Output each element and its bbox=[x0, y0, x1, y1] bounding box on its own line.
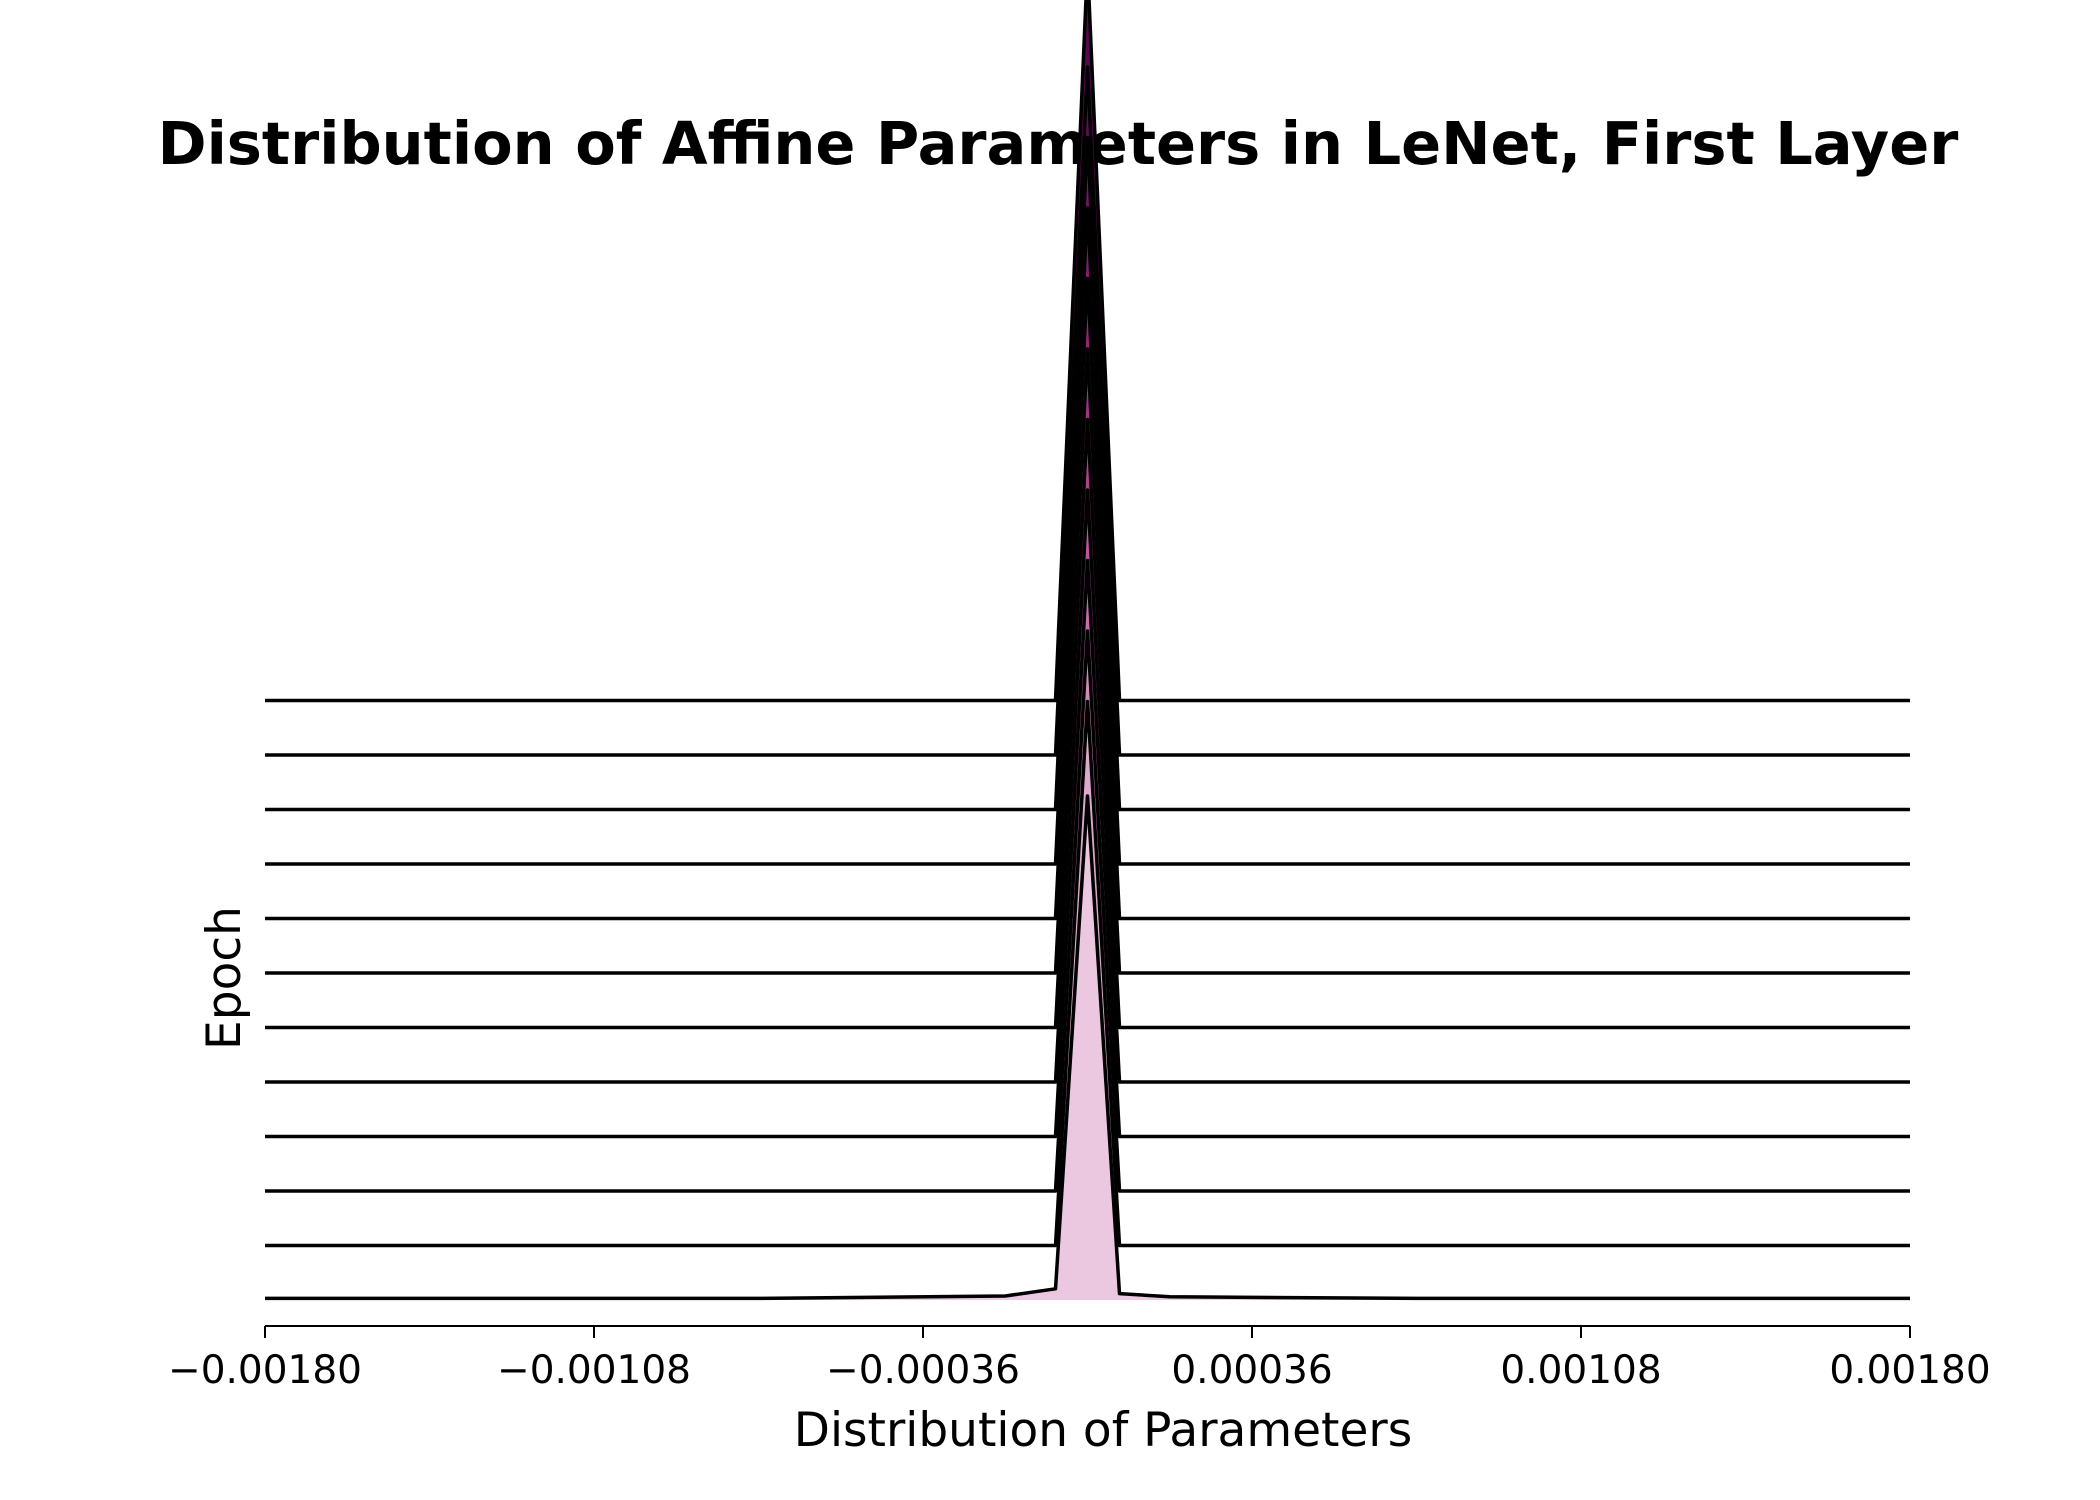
x-tick-label-4: 0.00036 bbox=[1171, 1348, 1332, 1393]
ridge-line-3 bbox=[265, 629, 1910, 1193]
x-axis: −0.00180 −0.00108 −0.00036 0.00036 0.00108 0.… bbox=[168, 1325, 1991, 1393]
ridge-line-7 bbox=[265, 347, 1910, 975]
ridge-line-5 bbox=[265, 488, 1910, 1084]
ridge-line-8 bbox=[265, 276, 1910, 921]
chart-title: Distribution of Affine Parameters in LeN… bbox=[158, 109, 1959, 178]
ridge-line-11 bbox=[265, 65, 1910, 757]
ridges-group bbox=[265, 0, 1910, 1301]
y-axis-label: Epoch bbox=[197, 906, 252, 1050]
ridge-line-9 bbox=[265, 206, 1910, 866]
x-tick-label-6: 0.00180 bbox=[1829, 1348, 1990, 1393]
ridge-line-2 bbox=[265, 699, 1910, 1248]
ridge-line-10 bbox=[265, 135, 1910, 812]
x-tick-label-2: −0.00108 bbox=[497, 1348, 691, 1393]
ridge-line-12 bbox=[265, 0, 1910, 703]
x-tick-label-5: 0.00108 bbox=[1500, 1348, 1661, 1393]
x-tick-label-3: −0.00036 bbox=[826, 1348, 1020, 1393]
ridge-area-1 bbox=[265, 796, 1910, 1300]
ridge-line-1 bbox=[265, 794, 1910, 1301]
x-tick-label-1: −0.00180 bbox=[168, 1348, 362, 1393]
ridge-line-4 bbox=[265, 558, 1910, 1139]
ridge-line-6 bbox=[265, 417, 1910, 1030]
x-axis-label: Distribution of Parameters bbox=[794, 1403, 1412, 1458]
